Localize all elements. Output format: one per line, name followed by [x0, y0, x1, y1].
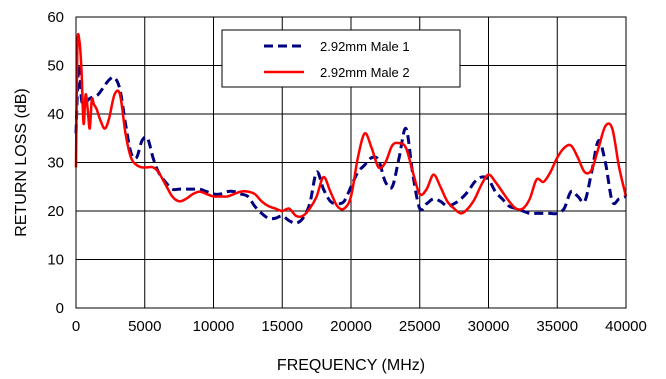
- series-line-1: [74, 63, 627, 225]
- x-tick-label: 25000: [399, 318, 441, 335]
- plot-border: [75, 16, 627, 309]
- y-tick-label: 20: [47, 203, 64, 220]
- legend-box: [221, 29, 461, 88]
- x-tick-label: 10000: [193, 318, 235, 335]
- y-tick-label: 60: [47, 9, 64, 26]
- x-tick-label: 20000: [330, 318, 372, 335]
- y-tick-label: 10: [47, 252, 64, 269]
- series-layer: [74, 33, 628, 225]
- x-tick-label: 5000: [128, 318, 161, 335]
- x-tick-label: 40000: [605, 318, 647, 335]
- legend-label-series-2: 2.92mm Male 2: [320, 65, 410, 80]
- legend: 2.92mm Male 1 2.92mm Male 2: [221, 29, 461, 88]
- y-tick-label: 50: [47, 58, 64, 75]
- y-tick-label: 30: [47, 155, 64, 172]
- y-tick-label: 0: [56, 300, 64, 317]
- x-tick-labels: 0 5000 10000 15000 20000 25000 30000 35000 40000: [72, 318, 647, 335]
- x-axis-title: FREQUENCY (MHz): [277, 357, 425, 374]
- x-tick-label: 35000: [536, 318, 578, 335]
- y-tick-labels: 0 10 20 30 40 50 60: [47, 9, 64, 317]
- x-tick-label: 30000: [468, 318, 510, 335]
- series-line-2: [74, 33, 628, 219]
- x-tick-label: 15000: [261, 318, 303, 335]
- legend-label-series-1: 2.92mm Male 1: [320, 39, 410, 54]
- y-axis-title: RETURN LOSS (dB): [13, 88, 30, 236]
- x-tick-label: 0: [72, 318, 80, 335]
- y-tick-label: 40: [47, 106, 64, 123]
